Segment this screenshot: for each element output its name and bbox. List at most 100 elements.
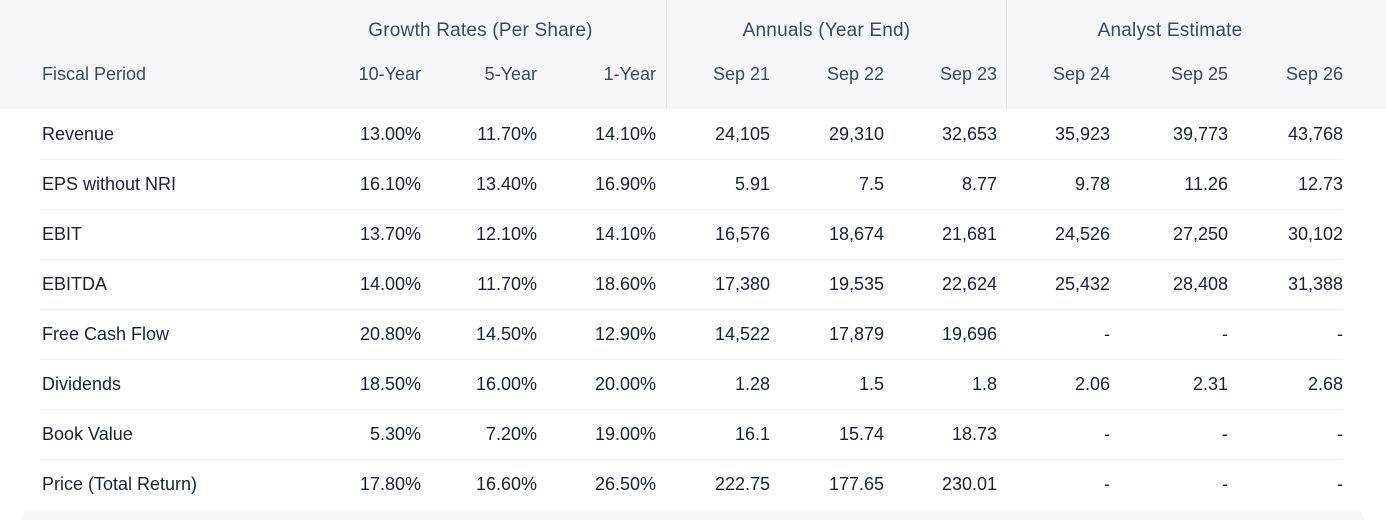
- cell-value: -: [1222, 473, 1228, 494]
- next-section-edge: [22, 510, 1364, 520]
- cell-value: 30,102: [1287, 223, 1343, 244]
- cell-value: 14.50%: [475, 323, 537, 344]
- column-header-sep-26: Sep 26: [1285, 63, 1343, 84]
- row-label: Dividends: [42, 373, 122, 394]
- table-row-eps-without-nri: EPS without NRI 16.10% 13.40% 16.90% 5.91 7.5…: [0, 159, 1386, 209]
- row-label: Free Cash Flow: [42, 323, 170, 344]
- column-header-sep-22: Sep 22: [826, 63, 884, 84]
- cell-value: 16.00%: [475, 373, 537, 394]
- cell-value: 20.00%: [594, 373, 656, 394]
- table-row-revenue: Revenue 13.00% 11.70% 14.10% 24,105 29,310 32,…: [0, 109, 1386, 159]
- cell-value: 13.40%: [475, 173, 537, 194]
- header-group-divider: [1006, 0, 1007, 109]
- cell-value: 39,773: [1172, 123, 1228, 144]
- cell-value: 18.73: [951, 423, 997, 444]
- row-label: Price (Total Return): [42, 473, 198, 494]
- cell-value: 20.80%: [359, 323, 421, 344]
- cell-value: 12.10%: [475, 223, 537, 244]
- cell-value: 32,653: [941, 123, 997, 144]
- column-group-row: Growth Rates (Per Share) Annuals (Year E…: [0, 0, 1386, 53]
- column-header-sep-24: Sep 24: [1052, 63, 1110, 84]
- cell-value: 14.00%: [359, 273, 421, 294]
- cell-value: 17.80%: [359, 473, 421, 494]
- cell-value: 31,388: [1287, 273, 1343, 294]
- cell-value: 2.68: [1307, 373, 1343, 394]
- cell-value: 5.91: [734, 173, 770, 194]
- cell-value: -: [1337, 423, 1343, 444]
- cell-value: 11.70%: [477, 123, 537, 144]
- cell-value: 35,923: [1054, 123, 1110, 144]
- cell-value: 21,681: [941, 223, 997, 244]
- cell-value: 1.5: [858, 373, 884, 394]
- cell-value: 9.78: [1074, 173, 1110, 194]
- cell-value: -: [1337, 473, 1343, 494]
- cell-value: 18.50%: [359, 373, 421, 394]
- table-row-price-total-return: Price (Total Return) 17.80% 16.60% 26.50% 22…: [0, 459, 1386, 509]
- column-header-10-year: 10-Year: [358, 63, 421, 84]
- cell-value: 16.60%: [475, 473, 537, 494]
- cell-value: 12.73: [1297, 173, 1343, 194]
- cell-value: 177.65: [828, 473, 884, 494]
- cell-value: 14,522: [714, 323, 770, 344]
- table-row-ebitda: EBITDA 14.00% 11.70% 18.60% 17,380 19,535 22,6…: [0, 259, 1386, 309]
- column-group-annuals: Annuals (Year End): [742, 20, 911, 41]
- cell-value: 2.31: [1192, 373, 1228, 394]
- column-header-1-year: 1-Year: [603, 63, 656, 84]
- column-group-analyst-estimate: Analyst Estimate: [1097, 20, 1243, 41]
- column-header-row: Fiscal Period 10-Year 5-Year 1-Year Sep 21 S…: [0, 53, 1386, 95]
- column-header-sep-21: Sep 21: [712, 63, 770, 84]
- cell-value: 230.01: [941, 473, 997, 494]
- table-header: Growth Rates (Per Share) Annuals (Year E…: [0, 0, 1386, 109]
- cell-value: 19,696: [941, 323, 997, 344]
- cell-value: 28,408: [1172, 273, 1228, 294]
- column-header-sep-23: Sep 23: [939, 63, 997, 84]
- cell-value: 43,768: [1287, 123, 1343, 144]
- cell-value: 24,526: [1054, 223, 1110, 244]
- cell-value: 11.26: [1184, 173, 1228, 194]
- cell-value: 1.8: [971, 373, 997, 394]
- cell-value: 16.1: [734, 423, 770, 444]
- table-row-ebit: EBIT 13.70% 12.10% 14.10% 16,576 18,674 21,681…: [0, 209, 1386, 259]
- cell-value: 7.20%: [485, 423, 537, 444]
- cell-value: 17,879: [828, 323, 884, 344]
- cell-value: 222.75: [714, 473, 770, 494]
- cell-value: 8.77: [961, 173, 997, 194]
- cell-value: 19.00%: [594, 423, 656, 444]
- cell-value: 7.5: [858, 173, 884, 194]
- header-group-divider: [666, 0, 667, 109]
- cell-value: -: [1104, 423, 1110, 444]
- cell-value: -: [1104, 323, 1110, 344]
- cell-value: 16.90%: [594, 173, 656, 194]
- column-group-growth-rates: Growth Rates (Per Share): [368, 20, 593, 41]
- cell-value: -: [1222, 323, 1228, 344]
- cell-value: 24,105: [714, 123, 770, 144]
- table-row-dividends: Dividends 18.50% 16.00% 20.00% 1.28 1.5 1.8 2.0…: [0, 359, 1386, 409]
- cell-value: -: [1337, 323, 1343, 344]
- table-row-free-cash-flow: Free Cash Flow 20.80% 14.50% 12.90% 14,522 17…: [0, 309, 1386, 359]
- cell-value: 15.74: [838, 423, 884, 444]
- cell-value: 12.90%: [594, 323, 656, 344]
- row-label: EBITDA: [42, 273, 108, 294]
- cell-value: 14.10%: [594, 123, 656, 144]
- cell-value: 26.50%: [594, 473, 656, 494]
- cell-value: -: [1222, 423, 1228, 444]
- cell-value: 18.60%: [594, 273, 656, 294]
- cell-value: 11.70%: [477, 273, 537, 294]
- cell-value: 16,576: [714, 223, 770, 244]
- cell-value: -: [1104, 473, 1110, 494]
- table-body: Revenue 13.00% 11.70% 14.10% 24,105 29,310 32,…: [0, 109, 1386, 509]
- cell-value: 29,310: [828, 123, 884, 144]
- row-label: EPS without NRI: [42, 173, 177, 194]
- cell-value: 1.28: [734, 373, 770, 394]
- cell-value: 22,624: [941, 273, 997, 294]
- cell-value: 19,535: [828, 273, 884, 294]
- cell-value: 17,380: [714, 273, 770, 294]
- fiscal-period-header: Fiscal Period: [42, 63, 147, 84]
- cell-value: 27,250: [1172, 223, 1228, 244]
- cell-value: 16.10%: [359, 173, 421, 194]
- cell-value: 25,432: [1054, 273, 1110, 294]
- cell-value: 5.30%: [369, 423, 421, 444]
- cell-value: 18,674: [828, 223, 884, 244]
- table-row-book-value: Book Value 5.30% 7.20% 19.00% 16.1 15.74 18.73…: [0, 409, 1386, 459]
- cell-value: 2.06: [1074, 373, 1110, 394]
